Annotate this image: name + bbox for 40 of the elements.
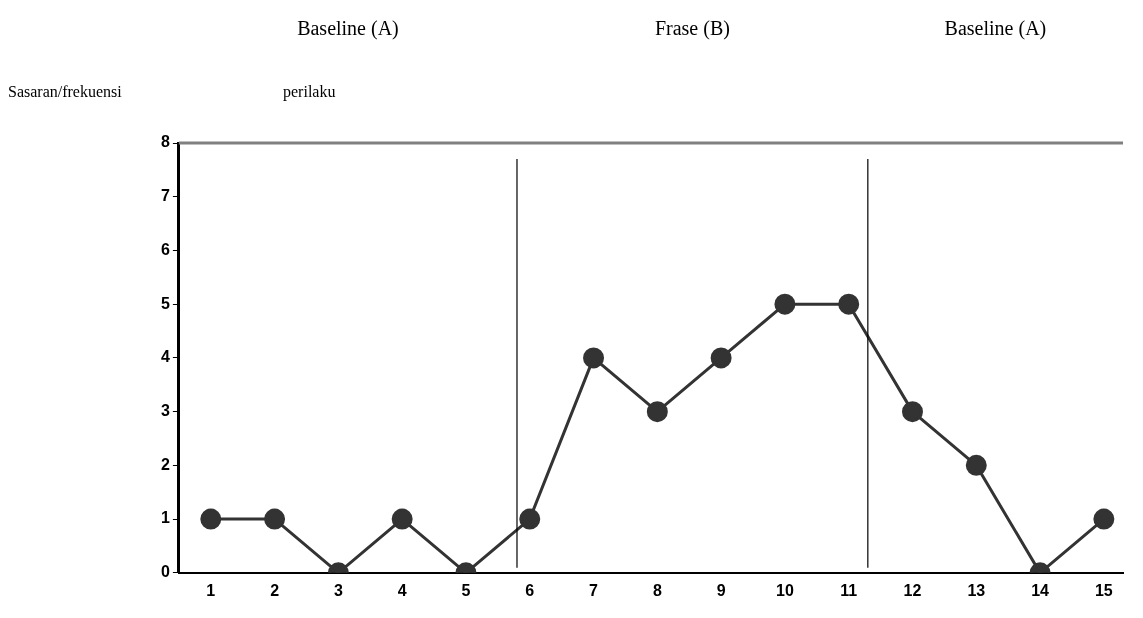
x-tick-label: 15 [1094,581,1113,599]
text: Frase (B) [654,17,730,41]
text: Baseline (A) [944,17,1047,41]
y-tick-label: 7 [160,187,170,205]
x-tick-label: 5 [461,581,471,599]
x-tick-label: 1 [206,581,216,599]
y-tick-label: 1 [160,509,170,527]
y-tick-label: 5 [160,294,170,312]
x-tick-label: 7 [589,581,599,599]
text: Baseline (A) [297,17,399,41]
point [646,401,668,423]
text: Sasaran/frekuensi perilaku [8,83,336,101]
x-tick-label: 2 [270,581,280,599]
y-tick-label: 3 [160,402,170,420]
x-tick-label: 6 [525,581,535,599]
point [200,508,222,530]
y-tick-label: 0 [160,563,170,581]
point [838,293,860,315]
point [583,347,605,369]
point [264,508,286,530]
x-tick-label: 14 [1031,581,1050,599]
x-tick-label: 12 [903,581,922,599]
point [519,508,541,530]
y-tick-label: 8 [160,133,170,151]
x-tick-label: 11 [840,581,858,599]
x-tick-label: 9 [716,581,726,599]
point [710,347,732,369]
point [901,401,923,423]
point [1093,508,1115,530]
x-tick-label: 3 [333,581,343,599]
point [391,508,413,530]
y-tick-label: 2 [160,455,170,473]
x-tick-label: 10 [776,581,794,599]
point [774,293,796,315]
point [965,454,987,476]
x-tick-label: 8 [652,581,662,599]
y-tick-label: 4 [160,348,170,366]
x-tick-label: 4 [397,581,407,599]
y-tick-label: 6 [160,240,170,258]
x-tick-label: 13 [967,581,986,599]
